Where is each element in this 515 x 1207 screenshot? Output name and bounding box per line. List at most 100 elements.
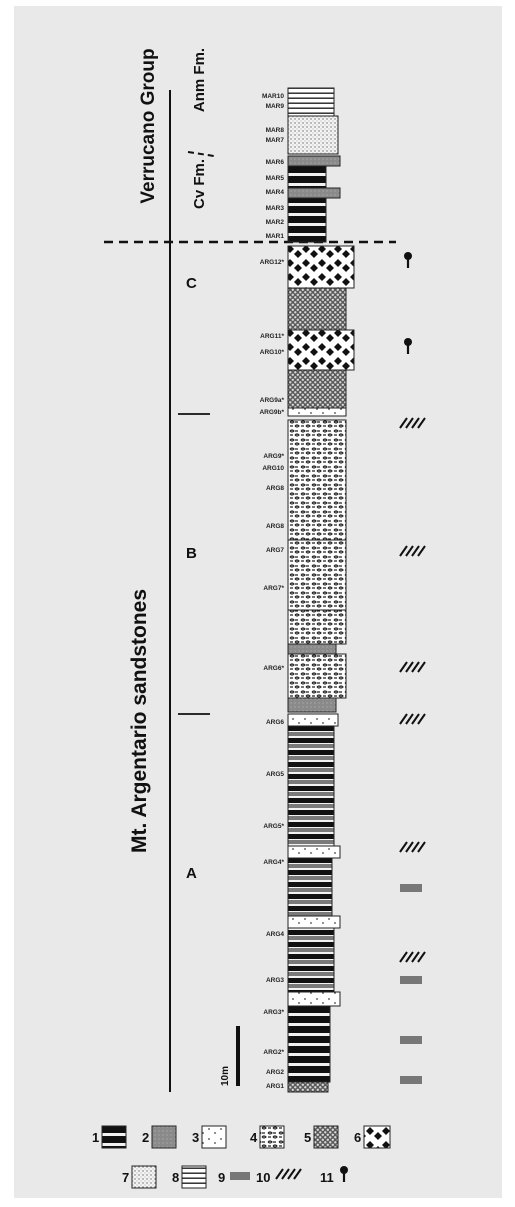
bed-mar-black-1 (287, 165, 327, 189)
bed-a-mixed-3 (287, 927, 335, 993)
bed-a-dotted-4 (287, 991, 341, 1007)
sample-label: ARG8 (266, 485, 284, 492)
sample-label: ARG11* (260, 333, 284, 340)
legend-swatch-lines (181, 1165, 207, 1189)
grey-bar-icon (400, 1076, 422, 1084)
bed-c-diamonds-1 (287, 245, 355, 289)
sample-label: MAR7 (266, 137, 285, 144)
sample-label: ARG2 (266, 1069, 284, 1076)
legend-num: 11 (320, 1170, 334, 1185)
group-title: Verrucano Group (138, 48, 159, 203)
cross-bedding-icon (399, 661, 426, 673)
legend-swatch-dense (313, 1125, 339, 1149)
stratigraphic-column-figure: Verrucano Group Anm Fm. Cv Fm. Mt. Argen… (92, 48, 426, 1189)
cross-bedding-icon (399, 841, 426, 853)
sample-label: MAR2 (266, 219, 285, 226)
sample-label: ARG1 (266, 1083, 284, 1090)
unit-label-b: B (186, 545, 197, 562)
unit-label-a: A (186, 865, 197, 882)
formation-divider (187, 151, 215, 157)
sample-label: ARG6* (263, 665, 284, 672)
bed-b-cross-1 (287, 419, 347, 541)
bed-mar-grey-1 (287, 155, 341, 167)
unit-title: Mt. Argentario sandstones (128, 589, 151, 853)
sample-label: ARG6 (266, 719, 284, 726)
sample-label: MAR3 (266, 205, 285, 212)
cross-bedding-icon (399, 713, 426, 725)
bed-b-grey-2 (287, 697, 337, 713)
sample-label: ARG9a* (260, 397, 285, 404)
legend-swatch-cross (259, 1125, 285, 1149)
legend-swatch-dotted (201, 1125, 227, 1149)
scale-bar-label: 10m (220, 1066, 231, 1086)
bed-a-mixed-2 (287, 857, 333, 917)
bed-mar-black-2 (287, 197, 327, 243)
legend-swatch-diamonds (363, 1125, 391, 1149)
bed-b-cross-4 (287, 653, 347, 699)
sample-label: ARG12* (260, 259, 285, 266)
column (287, 87, 355, 1093)
bed-c-diamonds-2 (287, 329, 355, 371)
plant-fossil-icon (340, 1166, 348, 1182)
legend-num: 4 (250, 1130, 258, 1145)
formation-upper-label: Anm Fm. (191, 48, 208, 112)
sample-label: ARG4* (263, 859, 284, 866)
bed-c-dotted (287, 407, 347, 417)
sample-label: ARG9b* (259, 409, 284, 416)
legend-num: 2 (142, 1130, 149, 1145)
legend-swatch-black-bands (101, 1125, 127, 1149)
sample-label: ARG7* (263, 585, 284, 592)
bed-a-dense (287, 1081, 329, 1093)
grey-bar-icon (400, 884, 422, 892)
cross-bedding-icon (275, 1168, 302, 1180)
bed-c-dense-2 (287, 369, 347, 409)
legend-num: 8 (172, 1170, 179, 1185)
legend: 1 2 3 4 5 6 7 8 9 10 11 (92, 1125, 391, 1189)
unit-label-c: C (186, 275, 197, 292)
figure-panel: Verrucano Group Anm Fm. Cv Fm. Mt. Argen… (14, 6, 502, 1198)
cross-bedding-icon (399, 417, 426, 429)
sample-label: MAR10 (262, 93, 284, 100)
legend-num: 3 (192, 1130, 199, 1145)
bed-mar-stipple (287, 115, 339, 155)
plant-fossil-icon (404, 338, 412, 354)
legend-num: 6 (354, 1130, 361, 1145)
legend-num: 1 (92, 1130, 99, 1145)
sample-label: MAR9 (266, 103, 285, 110)
sample-label: MAR4 (266, 189, 285, 196)
sedimentary-structure-symbols (399, 252, 426, 1084)
cross-bedding-icon (399, 951, 426, 963)
bed-mar-top (287, 87, 335, 117)
sample-label: ARG10* (260, 349, 285, 356)
sample-label: ARG5* (263, 823, 284, 830)
bed-a-mixed-1 (287, 725, 335, 847)
bed-b-cross-2 (287, 539, 347, 611)
sample-label: ARG9* (263, 453, 284, 460)
bed-a-dotted-3 (287, 915, 341, 929)
sample-label: MAR8 (266, 127, 285, 134)
sample-label: ARG10 (262, 465, 284, 472)
bed-b-grey (287, 643, 337, 655)
legend-num: 10 (256, 1170, 270, 1185)
sample-label: ARG3 (266, 977, 284, 984)
plant-fossil-icon (404, 252, 412, 268)
grey-bar-icon (400, 976, 422, 984)
legend-num: 9 (218, 1170, 225, 1185)
sample-label: MAR6 (266, 159, 285, 166)
sample-label: MAR5 (266, 175, 285, 182)
sample-label: MAR1 (266, 233, 285, 240)
sample-label: ARG2* (263, 1049, 284, 1056)
grey-bar-icon (400, 1036, 422, 1044)
legend-swatch-grey-bar (230, 1172, 250, 1180)
sample-label: ARG3* (263, 1009, 284, 1016)
bed-a-dotted-2 (287, 845, 341, 859)
cross-bedding-icon (399, 545, 426, 557)
bed-b-cross-3 (287, 609, 347, 645)
bed-c-dense-1 (287, 287, 347, 331)
sample-label: ARG7 (266, 547, 284, 554)
bed-mar-grey-2 (287, 187, 341, 199)
bed-a-dotted-1 (287, 713, 339, 727)
formation-lower-label: Cv Fm. (191, 159, 208, 209)
sample-label: ARG4 (266, 931, 284, 938)
sample-label: ARG5 (266, 771, 284, 778)
